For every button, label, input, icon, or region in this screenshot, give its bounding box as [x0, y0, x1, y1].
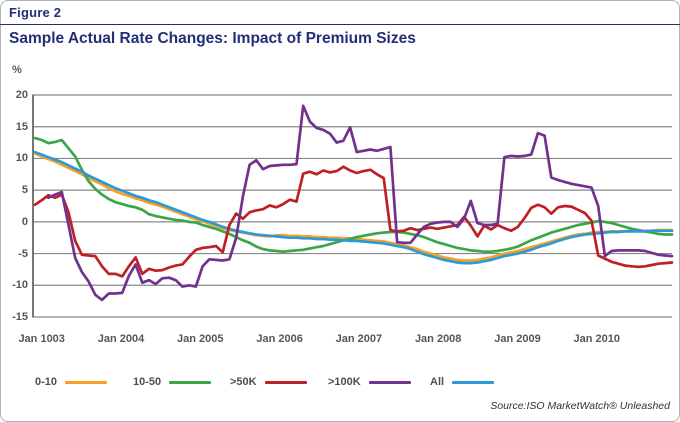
legend-item-0-10: 0-10: [35, 376, 108, 388]
series-line->50K: [33, 165, 674, 278]
legend-swatch-red: [264, 380, 307, 384]
y-tick-label: -10: [12, 279, 28, 292]
legend-swatch-orange: [65, 380, 108, 384]
legend-label: >100K: [328, 376, 361, 388]
figure-label: Figure 2: [9, 5, 62, 20]
x-tick-label: Jan 2009: [494, 333, 541, 345]
legend-item-100k: >100K: [328, 376, 411, 388]
legend-label: 10-50: [133, 376, 162, 388]
legend-swatch-blue: [452, 380, 495, 384]
y-tick-label: 5: [21, 184, 28, 197]
y-tick-label: 15: [15, 120, 28, 133]
y-tick-label: -5: [18, 247, 28, 260]
chart-legend: 0-10 10-50 >50K >100K All: [0, 376, 680, 396]
legend-label: 0-10: [35, 376, 58, 388]
header-divider: [0, 24, 680, 25]
y-tick-label: -15: [12, 311, 28, 323]
x-tick-label: Jan 2006: [256, 333, 303, 345]
series-line-10-50: [33, 136, 674, 254]
legend-item-10-50: 10-50: [133, 376, 212, 388]
y-tick-label: 10: [15, 152, 28, 165]
x-tick-label: Jan 1003: [18, 333, 65, 345]
legend-label: >50K: [230, 376, 257, 388]
x-tick-label: Jan 2007: [335, 333, 383, 345]
legend-swatch-green: [169, 380, 212, 384]
x-tick-label: Jan 2005: [177, 333, 224, 345]
legend-label: All: [430, 376, 445, 388]
legend-item-all: All: [430, 376, 495, 388]
chart-title: Sample Actual Rate Changes: Impact of Pr…: [9, 30, 416, 47]
series-line->100K: [47, 104, 674, 302]
y-axis-unit-label: %: [12, 64, 22, 76]
legend-swatch-purple: [368, 380, 411, 384]
y-tick-label: 20: [15, 89, 28, 101]
x-tick-label: Jan 2010: [573, 333, 621, 345]
source-credit: Source:ISO MarketWatch® Unleashed: [490, 400, 670, 412]
y-tick-label: 0: [21, 215, 28, 228]
legend-item-50k: >50K: [230, 376, 307, 388]
x-tick-label: Jan 2008: [414, 333, 462, 345]
series-line-All: [33, 150, 674, 265]
x-tick-label: Jan 2004: [97, 333, 145, 345]
